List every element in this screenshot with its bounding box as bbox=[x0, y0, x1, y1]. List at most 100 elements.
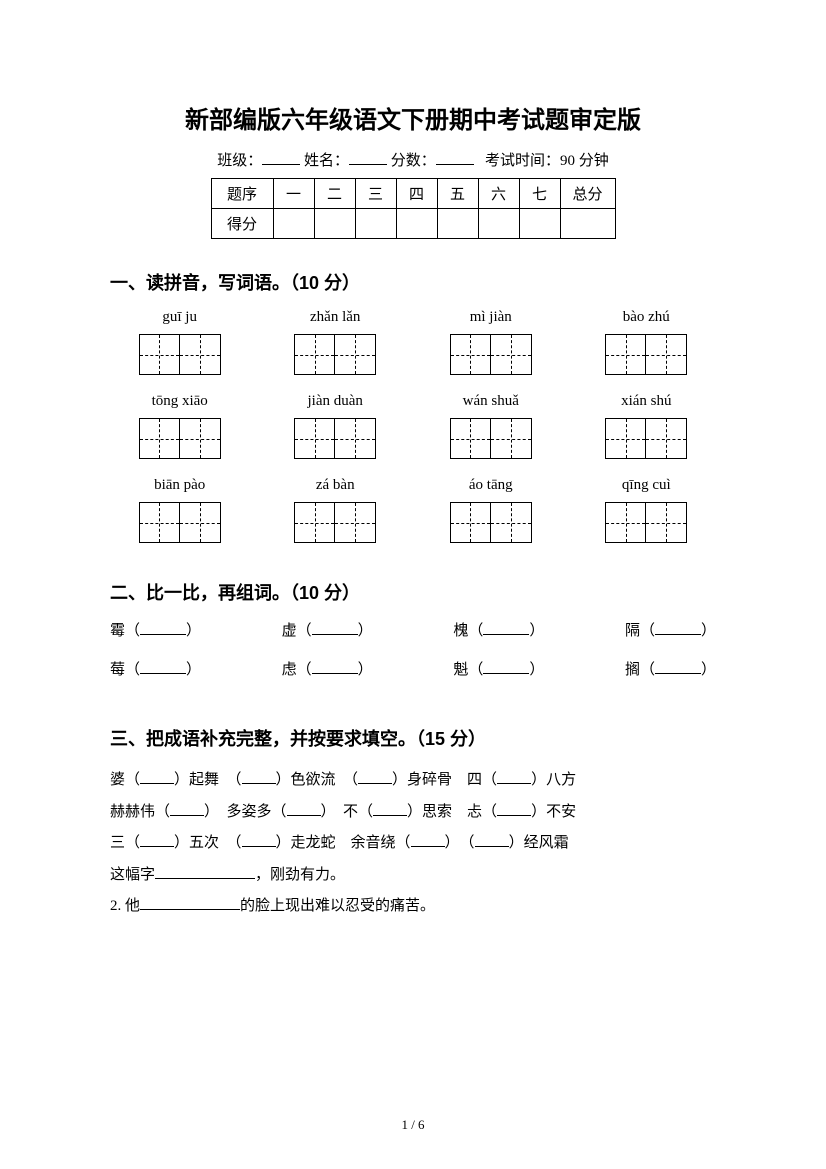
compare-item: 霉（ ） bbox=[110, 619, 201, 640]
char-box bbox=[646, 502, 687, 543]
pinyin-label: bào zhú bbox=[577, 309, 716, 326]
document-title: 新部编版六年级语文下册期中考试题审定版 bbox=[110, 100, 716, 135]
fill-blank bbox=[242, 771, 276, 784]
name-blank bbox=[349, 150, 387, 165]
fill-blank bbox=[140, 661, 186, 674]
char-box bbox=[605, 418, 646, 459]
page-number: 1 / 6 bbox=[0, 1117, 826, 1133]
char-box bbox=[294, 418, 335, 459]
idiom-text: ）身碎骨 四（ bbox=[392, 772, 497, 788]
score-blank bbox=[436, 150, 474, 165]
pinyin-label: mì jiàn bbox=[421, 309, 560, 326]
char-box bbox=[294, 334, 335, 375]
fill-blank-long bbox=[140, 897, 240, 910]
pinyin-label: tōng xiāo bbox=[110, 393, 249, 410]
idiom-text: 赫赫伟（ bbox=[110, 804, 170, 820]
idiom-line: 赫赫伟（） 多姿多（） 不（）思索 忐（）不安 bbox=[110, 797, 716, 829]
fill-blank bbox=[287, 803, 321, 816]
char-box bbox=[605, 334, 646, 375]
fill-blank bbox=[373, 803, 407, 816]
fill-blank bbox=[140, 622, 186, 635]
compare-item: 魁（） bbox=[453, 658, 544, 679]
idiom-text: ）走龙蛇 余音绕（ bbox=[276, 835, 411, 851]
compare-item: 隔（） bbox=[625, 619, 716, 640]
pinyin-item: mì jiàn bbox=[421, 309, 560, 375]
compare-item: 莓（） bbox=[110, 658, 201, 679]
close-paren: ） bbox=[529, 623, 544, 639]
char-box bbox=[180, 334, 221, 375]
char-box bbox=[139, 502, 180, 543]
char-box-row bbox=[421, 502, 560, 543]
pinyin-label: áo tāng bbox=[421, 477, 560, 494]
char-box-row bbox=[577, 502, 716, 543]
table-cell: 五 bbox=[437, 179, 478, 209]
table-cell: 四 bbox=[396, 179, 437, 209]
char-box-row bbox=[577, 334, 716, 375]
table-cell: 三 bbox=[355, 179, 396, 209]
idiom-line: 这幅字，刚劲有力。 bbox=[110, 860, 716, 892]
pinyin-item: xián shú bbox=[577, 393, 716, 459]
fill-blank bbox=[497, 803, 531, 816]
fill-blank bbox=[655, 661, 701, 674]
fill-blank bbox=[140, 771, 174, 784]
fill-blank bbox=[170, 803, 204, 816]
char-box bbox=[139, 418, 180, 459]
close-paren: ） bbox=[701, 623, 716, 639]
char-box bbox=[450, 502, 491, 543]
time-label: 考试时间：90 分钟 bbox=[485, 153, 609, 169]
char-box-row bbox=[110, 502, 249, 543]
idiom-line: 2. 他的脸上现出难以忍受的痛苦。 bbox=[110, 891, 716, 923]
table-cell bbox=[519, 209, 560, 239]
pinyin-label: qīng cuì bbox=[577, 477, 716, 494]
compare-char: 虚（ bbox=[282, 623, 312, 639]
class-blank bbox=[262, 150, 300, 165]
fill-blank bbox=[497, 771, 531, 784]
char-box bbox=[450, 334, 491, 375]
compare-item: 虑（） bbox=[282, 658, 373, 679]
pinyin-item: wán shuǎ bbox=[421, 393, 560, 459]
pinyin-grid: guī juzhǎn lǎnmì jiànbào zhútōng xiāojià… bbox=[110, 309, 716, 561]
char-box-row bbox=[577, 418, 716, 459]
fill-blank bbox=[483, 622, 529, 635]
compare-char: 魁（ bbox=[453, 662, 483, 678]
table-cell: 一 bbox=[273, 179, 314, 209]
char-box-row bbox=[266, 502, 405, 543]
pinyin-item: biān pào bbox=[110, 477, 249, 543]
compare-char: 霉（ bbox=[110, 623, 140, 639]
class-label: 班级： bbox=[217, 153, 262, 169]
exam-info-line: 班级： 姓名： 分数： 考试时间：90 分钟 bbox=[110, 149, 716, 170]
idiom-text: ） 不（ bbox=[321, 804, 374, 820]
char-box bbox=[294, 502, 335, 543]
char-box bbox=[180, 418, 221, 459]
char-box bbox=[450, 418, 491, 459]
pinyin-item: bào zhú bbox=[577, 309, 716, 375]
compare-row-2: 莓（）虑（）魁（）搁（） bbox=[110, 658, 716, 679]
idiom-line: 婆（）起舞 （）色欲流 （）身碎骨 四（）八方 bbox=[110, 765, 716, 797]
pinyin-label: xián shú bbox=[577, 393, 716, 410]
table-cell: 六 bbox=[478, 179, 519, 209]
pinyin-label: biān pào bbox=[110, 477, 249, 494]
table-cell: 七 bbox=[519, 179, 560, 209]
pinyin-item: zá bàn bbox=[266, 477, 405, 543]
table-cell bbox=[478, 209, 519, 239]
fill-blank bbox=[312, 661, 358, 674]
fill-blank bbox=[655, 622, 701, 635]
char-box-row bbox=[266, 418, 405, 459]
score-label: 分数： bbox=[391, 153, 436, 169]
compare-char: 莓（ bbox=[110, 662, 140, 678]
char-box-row bbox=[421, 418, 560, 459]
idiom-text: 这幅字 bbox=[110, 867, 155, 883]
table-cell bbox=[355, 209, 396, 239]
name-label: 姓名： bbox=[304, 153, 349, 169]
fill-blank bbox=[358, 771, 392, 784]
idiom-line: 三（）五次 （）走龙蛇 余音绕（） （）经风霜 bbox=[110, 828, 716, 860]
idiom-text: ） （ bbox=[445, 835, 475, 851]
pinyin-item: zhǎn lǎn bbox=[266, 309, 405, 375]
idiom-text: ）经风霜 bbox=[509, 835, 569, 851]
compare-char: 搁（ bbox=[625, 662, 655, 678]
section-2-heading: 二、比一比，再组词。（10 分） bbox=[110, 579, 716, 605]
pinyin-label: jiàn duàn bbox=[266, 393, 405, 410]
char-box bbox=[335, 502, 376, 543]
close-paren: ） bbox=[186, 623, 201, 639]
char-box bbox=[605, 502, 646, 543]
